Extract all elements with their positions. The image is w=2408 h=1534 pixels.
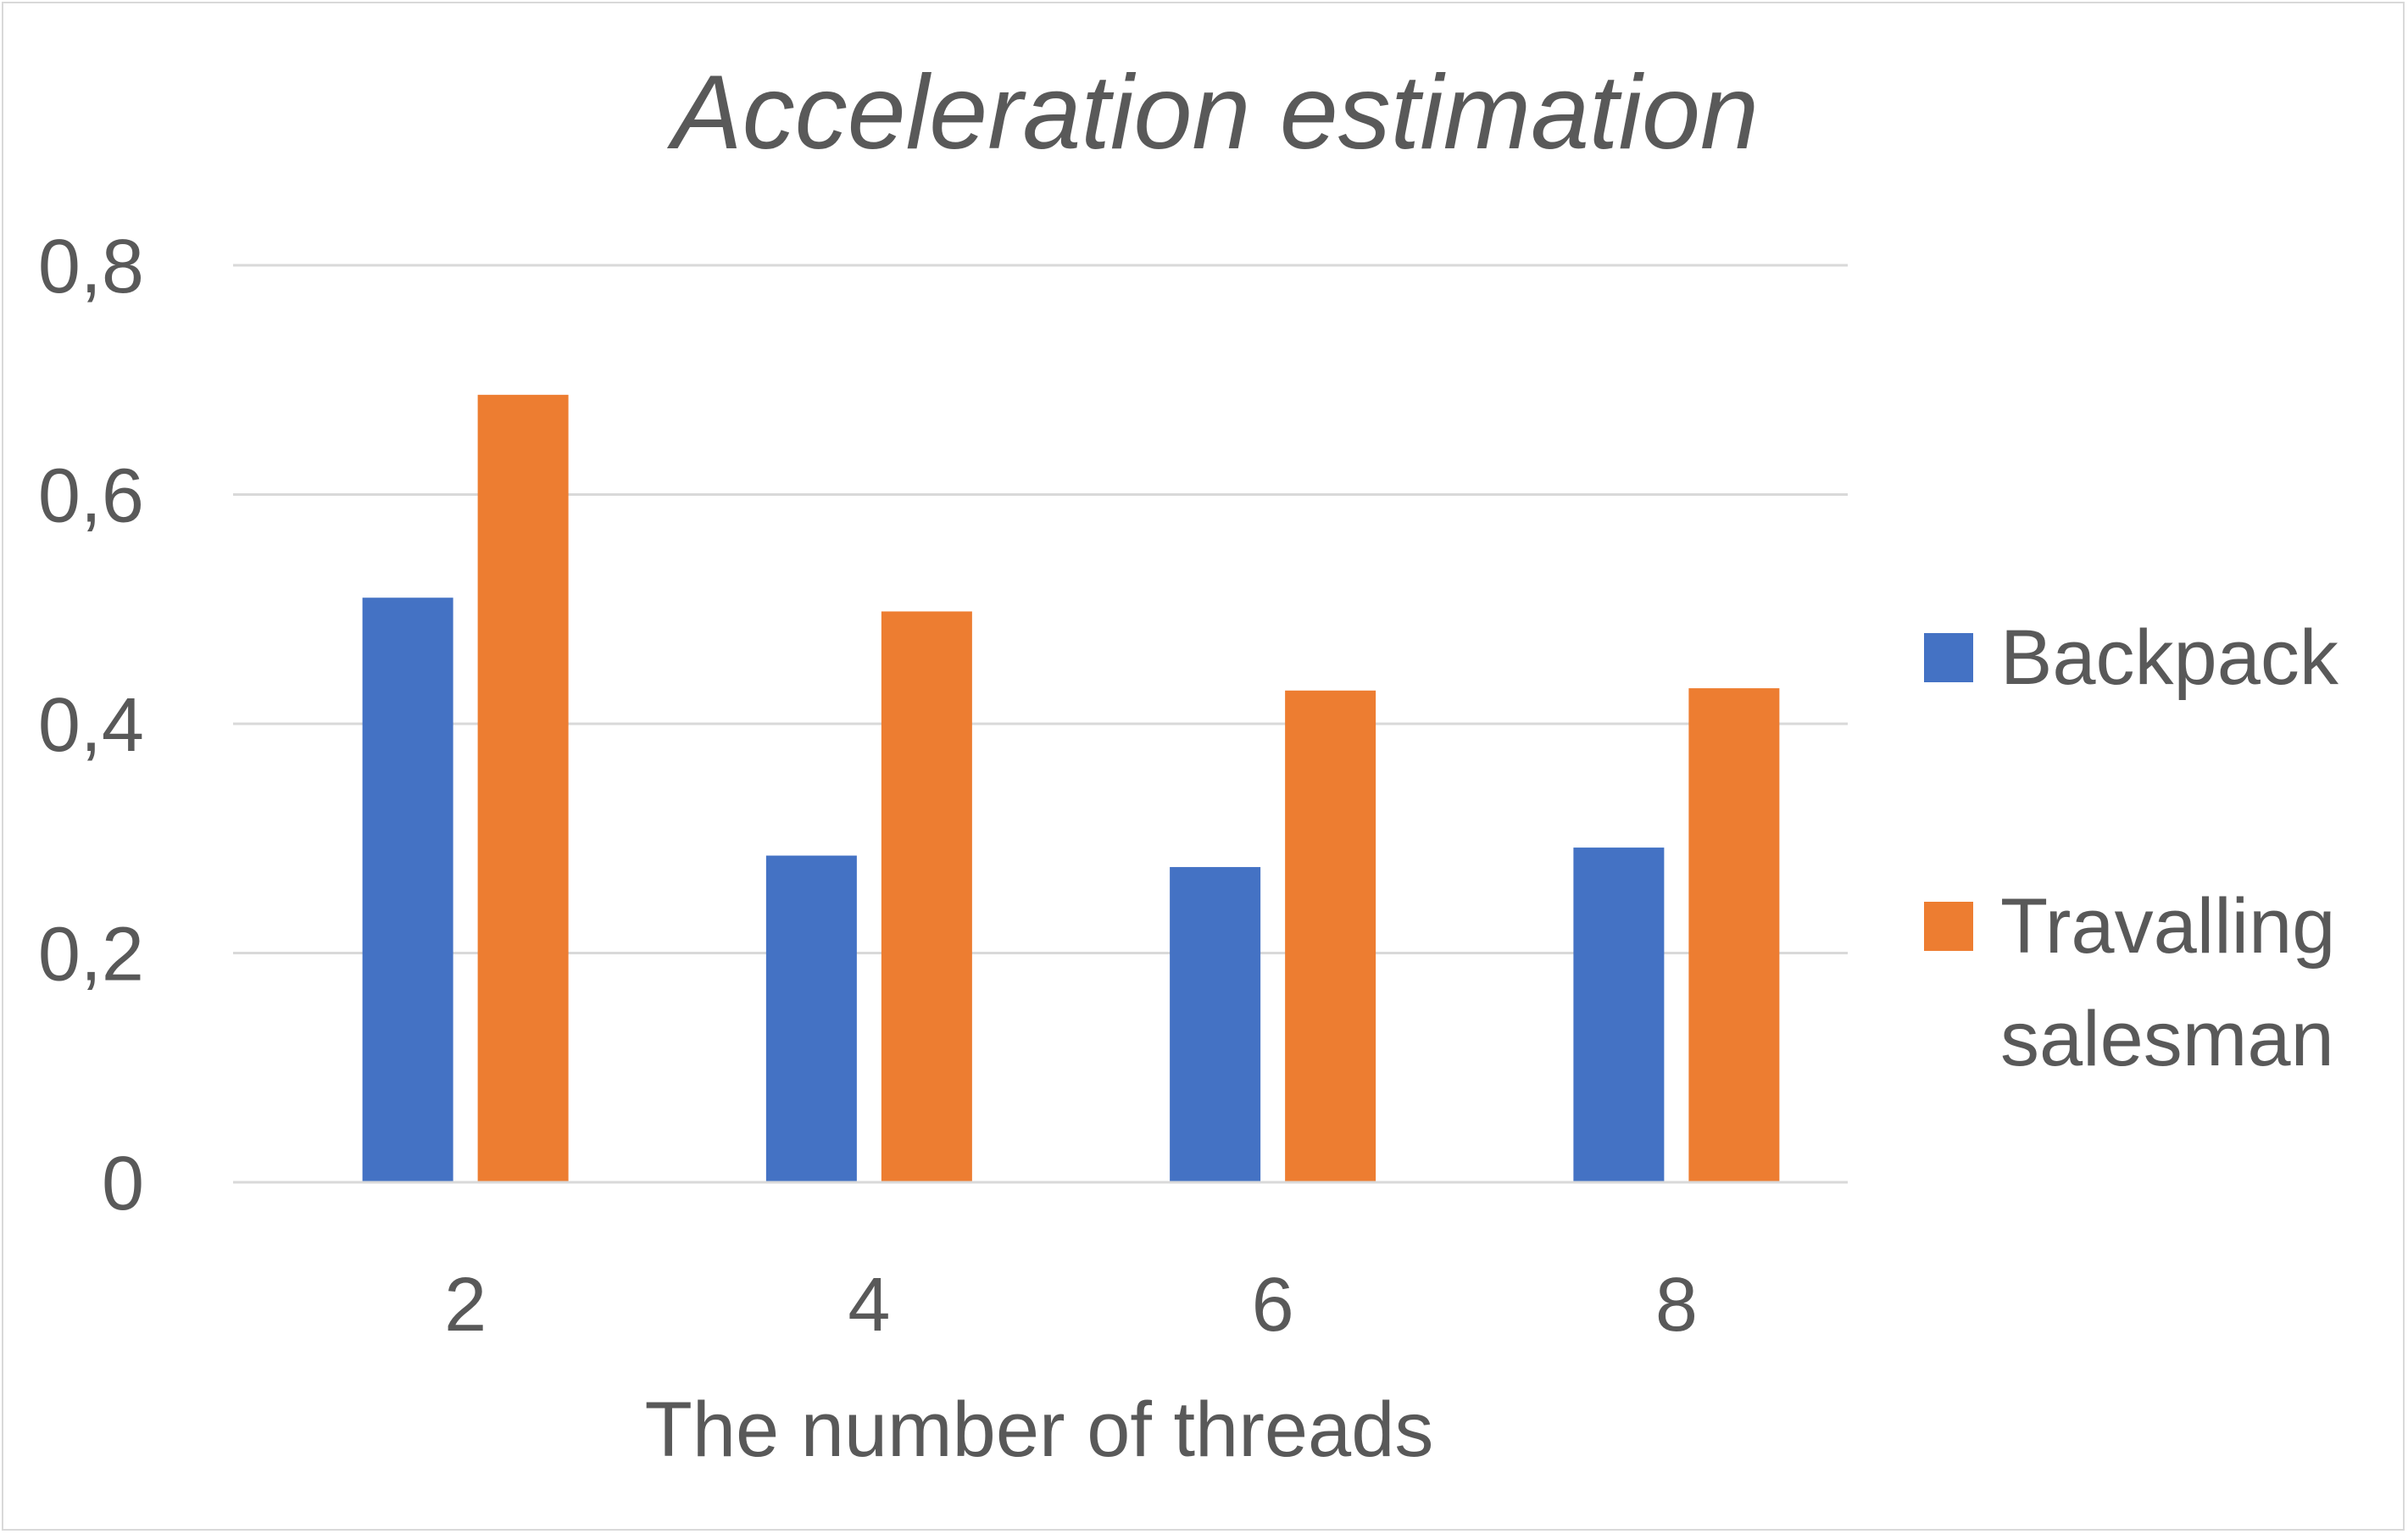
x-tick-label: 4 [848, 1263, 890, 1348]
bar-travalling-salesman-6 [1285, 690, 1376, 1182]
bar-travalling-salesman-4 [881, 611, 972, 1182]
x-tick-label: 8 [1655, 1263, 1698, 1348]
y-tick-label: 0,6 [38, 454, 144, 539]
y-tick-label: 0,4 [38, 683, 144, 768]
legend-swatch [1924, 633, 1973, 682]
x-axis-ticks: 2 4 6 8 [444, 1263, 1698, 1348]
x-tick-label: 6 [1252, 1263, 1294, 1348]
y-tick-label: 0 [102, 1142, 144, 1226]
legend-label: Backpack [2000, 614, 2339, 701]
bar-backpack-6 [1170, 867, 1261, 1182]
y-tick-label: 0,8 [38, 225, 144, 309]
bar-backpack-8 [1573, 848, 1665, 1182]
bar-backpack-4 [765, 855, 857, 1182]
y-tick-label: 0,2 [38, 913, 144, 998]
legend: Backpack Travalling salesman [1924, 614, 2339, 1082]
bars [233, 394, 1848, 1184]
bar-travalling-salesman-8 [1688, 688, 1780, 1182]
legend-swatch [1924, 902, 1973, 951]
legend-label: salesman [2000, 996, 2334, 1082]
y-axis-ticks: 0 0,2 0,4 0,6 0,8 [38, 225, 144, 1226]
legend-label: Travalling [2000, 883, 2335, 970]
x-axis-title: The number of threads [645, 1387, 1434, 1473]
chart-title: Acceleration estimation [666, 54, 1759, 171]
bar-travalling-salesman-2 [477, 394, 569, 1182]
x-tick-label: 2 [444, 1263, 487, 1348]
bar-backpack-2 [362, 597, 453, 1182]
